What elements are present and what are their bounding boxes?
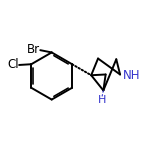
Text: NH: NH	[123, 69, 140, 82]
Text: Cl: Cl	[7, 59, 19, 71]
Text: Br: Br	[27, 43, 40, 56]
Text: H: H	[98, 95, 106, 105]
